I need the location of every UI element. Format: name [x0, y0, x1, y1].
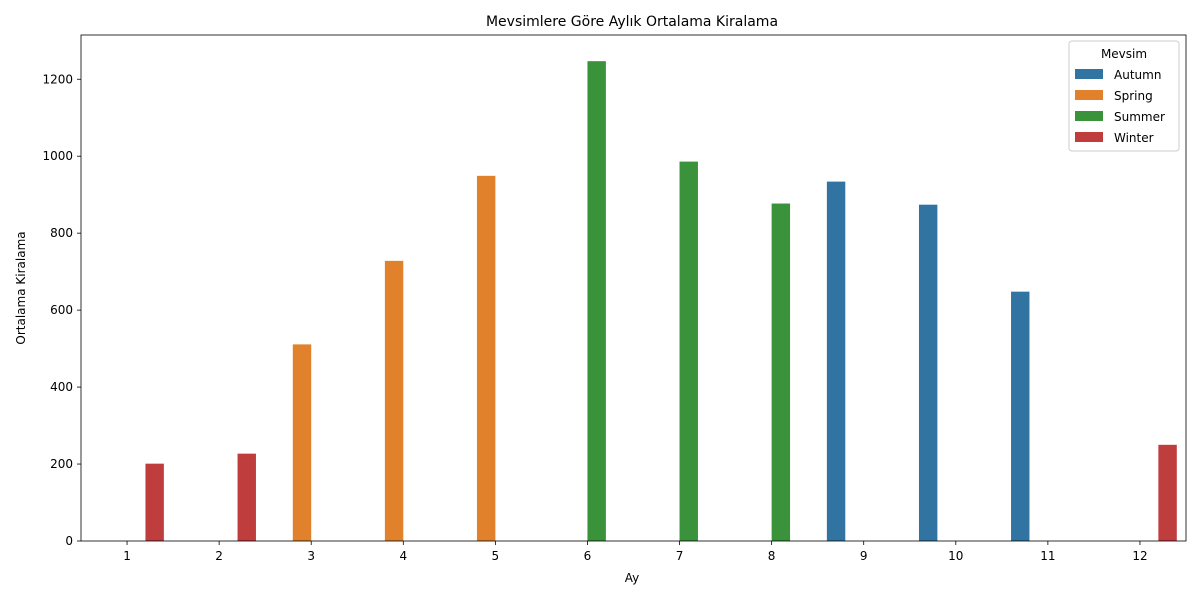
bar-winter-1 — [145, 463, 164, 541]
x-tick-label: 12 — [1132, 549, 1147, 563]
y-tick-label: 1000 — [42, 149, 73, 163]
chart-title: Mevsimlere Göre Aylık Ortalama Kiralama — [486, 14, 778, 30]
legend-box — [1068, 40, 1180, 152]
bar-spring-3 — [292, 344, 312, 541]
legend-swatch-autumn — [1075, 69, 1103, 79]
legend-swatch-winter — [1075, 132, 1103, 142]
x-tick-label: 5 — [492, 549, 500, 563]
legend-label-autumn: Autumn — [1114, 68, 1161, 82]
y-tick-label: 600 — [50, 303, 73, 317]
plot-area — [80, 34, 1187, 542]
legend-label-winter: Winter — [1114, 131, 1154, 145]
legend-swatch-summer — [1075, 111, 1103, 121]
bar-autumn-10 — [918, 204, 938, 541]
x-tick-label: 4 — [399, 549, 407, 563]
x-tick-label: 7 — [676, 549, 684, 563]
legend-title: Mevsim — [1101, 47, 1147, 61]
y-axis-title: Ortalama Kiralama — [14, 231, 28, 344]
y-tick-label: 800 — [50, 226, 73, 240]
bar-spring-5 — [476, 175, 496, 541]
legend-swatch-spring — [1075, 90, 1103, 100]
bar-summer-6 — [587, 61, 606, 542]
bar-summer-8 — [771, 203, 791, 542]
bar-winter-2 — [237, 453, 256, 541]
y-tick-label: 1200 — [42, 72, 73, 86]
bar-autumn-9 — [826, 181, 846, 542]
x-tick-label: 1 — [123, 549, 131, 563]
x-axis: 1 2 3 4 5 6 7 8 9 10 11 12 — [123, 541, 1148, 563]
x-tick-label: 3 — [307, 549, 315, 563]
x-tick-label: 8 — [768, 549, 776, 563]
y-axis: 0 200 400 600 800 1000 1200 — [42, 72, 81, 548]
x-axis-title: Ay — [625, 571, 640, 585]
bar-autumn-11 — [1011, 291, 1030, 541]
y-tick-label: 400 — [50, 380, 73, 394]
legend-label-spring: Spring — [1114, 89, 1153, 103]
x-tick-label: 2 — [215, 549, 223, 563]
legend-label-summer: Summer — [1114, 110, 1165, 124]
y-tick-label: 200 — [50, 457, 73, 471]
legend: Mevsim Autumn Spring Summer Winter — [1068, 40, 1180, 152]
x-tick-label: 10 — [948, 549, 963, 563]
bar-summer-7 — [679, 161, 698, 541]
y-tick-label: 0 — [65, 534, 73, 548]
bar-winter-12 — [1158, 444, 1177, 541]
x-tick-label: 9 — [860, 549, 868, 563]
x-tick-label: 11 — [1040, 549, 1055, 563]
plot-frame — [80, 34, 1187, 542]
bar-spring-4 — [384, 260, 404, 541]
x-tick-label: 6 — [584, 549, 592, 563]
